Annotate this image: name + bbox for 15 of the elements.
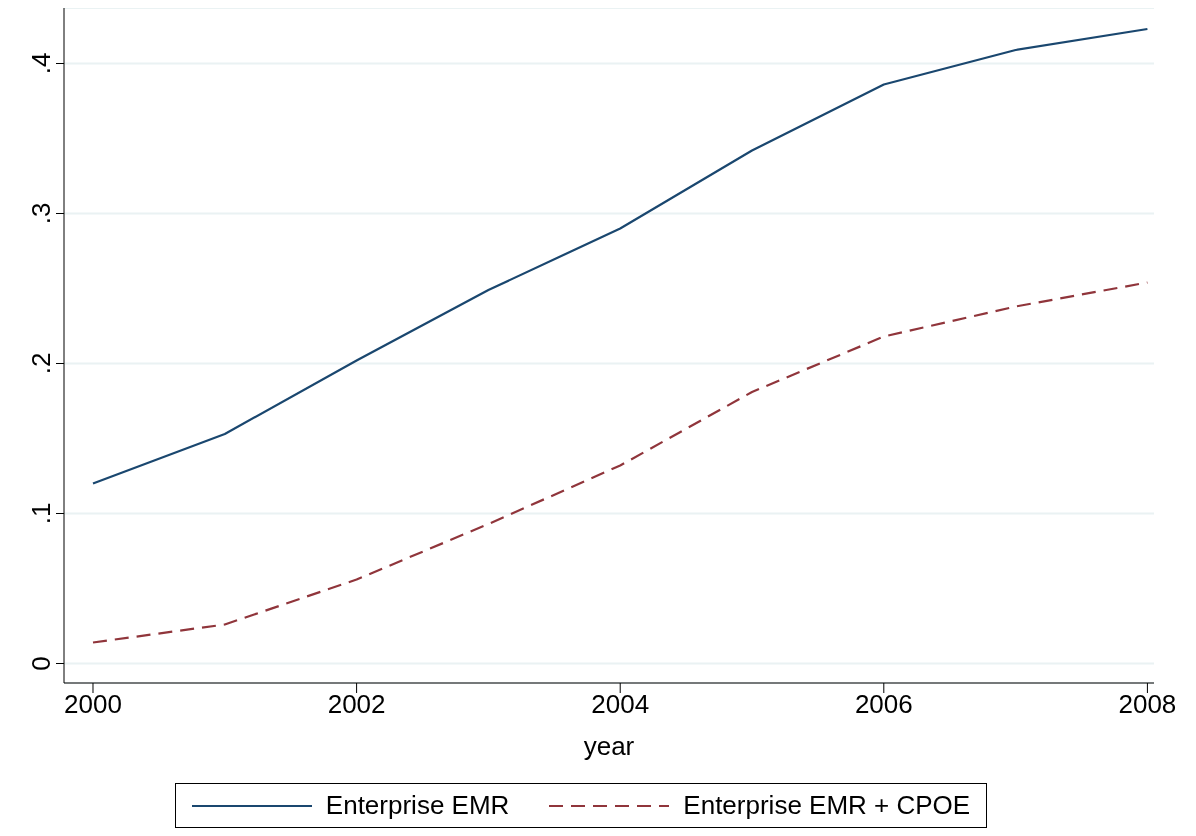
line-series [91,27,1149,485]
x-axis-title: year [583,731,635,761]
x-tick-label: 2004 [591,689,650,720]
y-tick-label: .1 [26,502,56,525]
y-tick-label: .2 [26,352,56,375]
y-tick-label: .4 [26,52,56,75]
x-tick-label: 2002 [327,689,386,720]
legend-label: Enterprise EMR + CPOE [683,790,971,821]
y-tick-label: .3 [26,202,56,225]
legend-label: Enterprise EMR [325,790,510,821]
line-series [91,281,1149,644]
x-tick-label: 2006 [854,689,913,720]
x-tick-label: 2008 [1118,689,1177,720]
y-tick-label: 0 [26,656,56,671]
x-tick-label: 2000 [64,689,122,720]
